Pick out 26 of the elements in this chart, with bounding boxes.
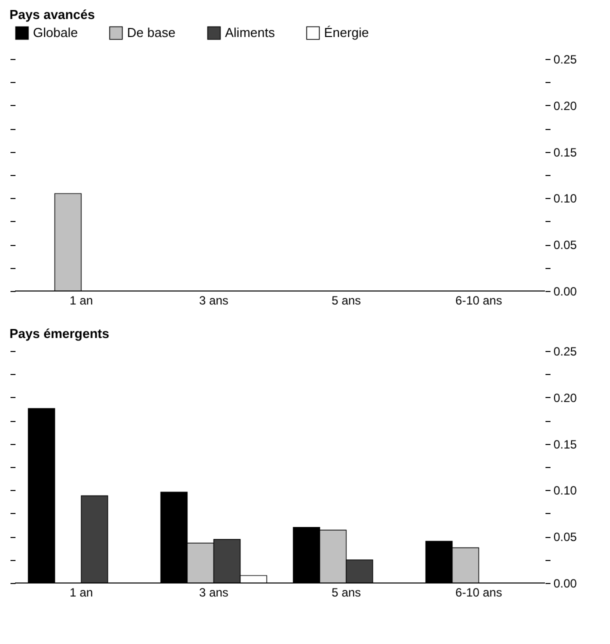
x-tick-label: 6-10 ans (455, 586, 502, 600)
x-tick-label: 3 ans (199, 294, 228, 308)
y-tick-label: 0.20 (554, 390, 578, 405)
x-tick-label: 3 ans (199, 586, 228, 600)
y-tick-label: 0.05 (554, 530, 578, 544)
y-tick-label: 0.15 (554, 437, 578, 452)
y-tick-label: 0.00 (554, 284, 578, 298)
x-tick-label: 5 ans (332, 294, 361, 308)
legend-label: Aliments (225, 25, 276, 40)
y-tick-label: 0.05 (554, 238, 578, 252)
x-tick-label: 1 an (70, 586, 93, 600)
legend-label: De base (127, 25, 176, 40)
x-tick-label: 1 an (70, 294, 93, 308)
y-tick-label: 0.25 (554, 344, 578, 358)
x-tick-label: 6-10 ans (455, 294, 502, 308)
y-tick-label: 0.00 (554, 576, 578, 590)
chart-title: Pays émergents (10, 326, 110, 341)
y-tick-label: 0.15 (554, 145, 578, 160)
y-tick-label: 0.10 (554, 484, 578, 498)
chart-title: Pays avancés (10, 7, 95, 22)
y-tick-label: 0.10 (554, 192, 578, 206)
x-tick-label: 5 ans (332, 586, 361, 600)
legend-label: Globale (33, 25, 78, 40)
y-tick-label: 0.25 (554, 52, 578, 66)
legend-label: Énergie (324, 25, 369, 40)
y-tick-label: 0.20 (554, 98, 578, 113)
